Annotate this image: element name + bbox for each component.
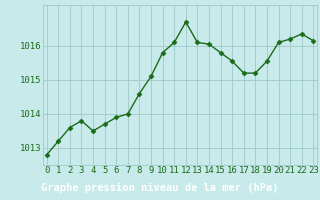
Text: Graphe pression niveau de la mer (hPa): Graphe pression niveau de la mer (hPa) bbox=[41, 183, 279, 193]
